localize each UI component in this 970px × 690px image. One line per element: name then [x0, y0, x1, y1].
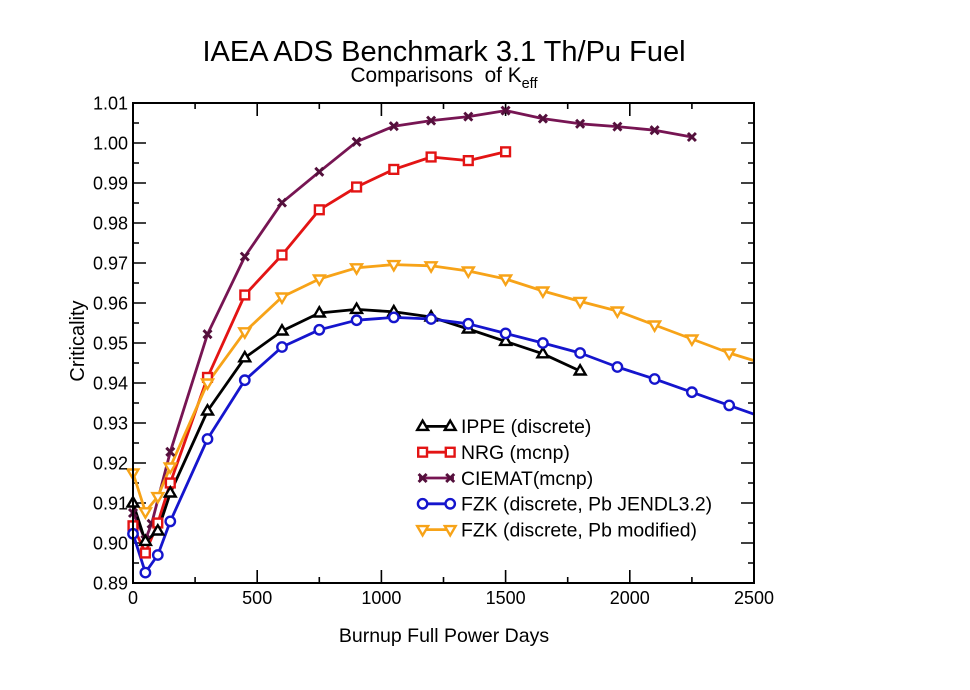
svg-text:500: 500	[242, 588, 272, 608]
svg-text:1.00: 1.00	[93, 133, 128, 153]
svg-text:0.91: 0.91	[93, 493, 128, 513]
svg-text:0.92: 0.92	[93, 453, 128, 473]
svg-text:CIEMAT(mcnp): CIEMAT(mcnp)	[461, 468, 593, 490]
svg-text:NRG (mcnp): NRG (mcnp)	[461, 442, 570, 464]
svg-text:0.94: 0.94	[93, 373, 128, 393]
svg-text:FZK (discrete, Pb JENDL3.2): FZK (discrete, Pb JENDL3.2)	[461, 494, 712, 516]
svg-text:0.90: 0.90	[93, 533, 128, 553]
svg-text:IAEA ADS Benchmark 3.1 Th/Pu F: IAEA ADS Benchmark 3.1 Th/Pu Fuel	[202, 36, 685, 68]
svg-text:IPPE (discrete): IPPE (discrete)	[461, 416, 591, 438]
svg-text:1500: 1500	[486, 588, 526, 608]
svg-text:0: 0	[128, 588, 138, 608]
svg-text:Criticality: Criticality	[67, 300, 89, 381]
svg-text:0.99: 0.99	[93, 173, 128, 193]
svg-text:Burnup Full Power Days: Burnup Full Power Days	[339, 625, 550, 647]
svg-text:1000: 1000	[361, 588, 401, 608]
svg-text:2500: 2500	[734, 588, 774, 608]
svg-text:0.97: 0.97	[93, 253, 128, 273]
svg-text:0.95: 0.95	[93, 333, 128, 353]
svg-text:FZK (discrete, Pb modified): FZK (discrete, Pb modified)	[461, 519, 697, 541]
svg-text:2000: 2000	[610, 588, 650, 608]
svg-text:0.98: 0.98	[93, 213, 128, 233]
svg-text:0.89: 0.89	[93, 573, 128, 593]
svg-text:1.01: 1.01	[93, 93, 128, 113]
svg-text:0.93: 0.93	[93, 413, 128, 433]
svg-text:0.96: 0.96	[93, 293, 128, 313]
